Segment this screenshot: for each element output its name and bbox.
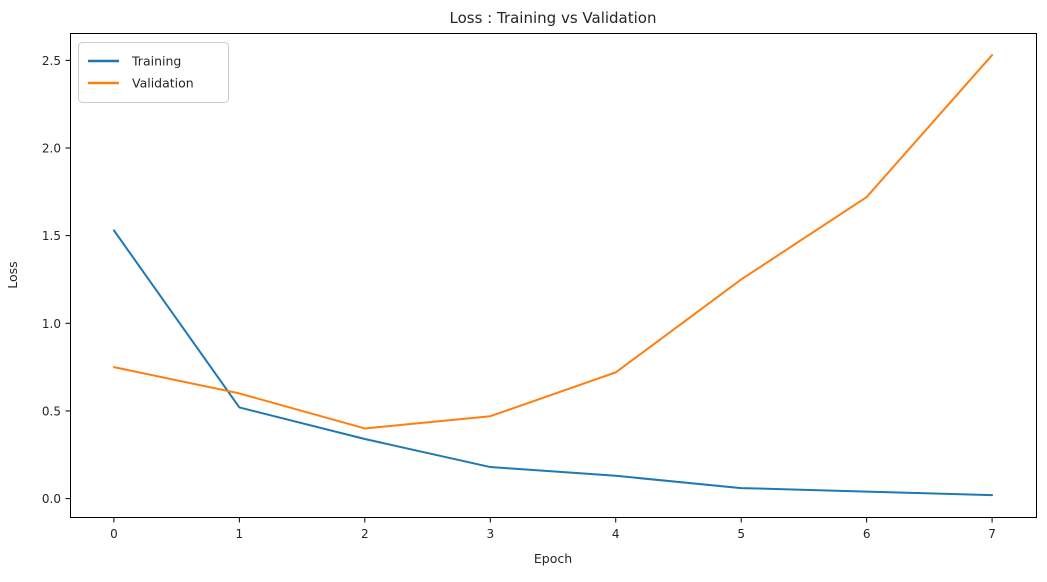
x-tick-label: 5 [737, 527, 745, 541]
x-tick-label: 7 [988, 527, 996, 541]
x-tick-label: 4 [612, 527, 620, 541]
x-tick-label: 2 [361, 527, 369, 541]
y-axis-label: Loss [5, 261, 20, 288]
x-axis-label: Epoch [534, 551, 572, 566]
chart-title: Loss : Training vs Validation [450, 9, 657, 27]
series-line-validation [112, 54, 994, 430]
y-tick-label: 1.0 [42, 317, 61, 331]
legend: Training Validation [78, 42, 229, 103]
y-tick-label: 0.5 [42, 404, 61, 418]
plot-area: 0 1 2 3 4 5 6 7 0.0 0.5 1.0 1.5 2.0 2.5 [42, 33, 1037, 541]
legend-box [78, 42, 229, 103]
x-tick-label: 0 [110, 527, 118, 541]
legend-label-validation: Validation [132, 76, 194, 91]
y-tick-label: 2.5 [42, 54, 61, 68]
x-tick-label: 1 [236, 527, 244, 541]
x-tick-label: 6 [863, 527, 871, 541]
y-tick-label: 0.0 [42, 492, 61, 506]
y-tick-label: 2.0 [42, 141, 61, 155]
x-tick-label: 3 [486, 527, 494, 541]
legend-label-training: Training [131, 54, 181, 69]
series-line-training [112, 229, 994, 497]
axes-spines [70, 33, 1037, 518]
y-tick-label: 1.5 [42, 229, 61, 243]
